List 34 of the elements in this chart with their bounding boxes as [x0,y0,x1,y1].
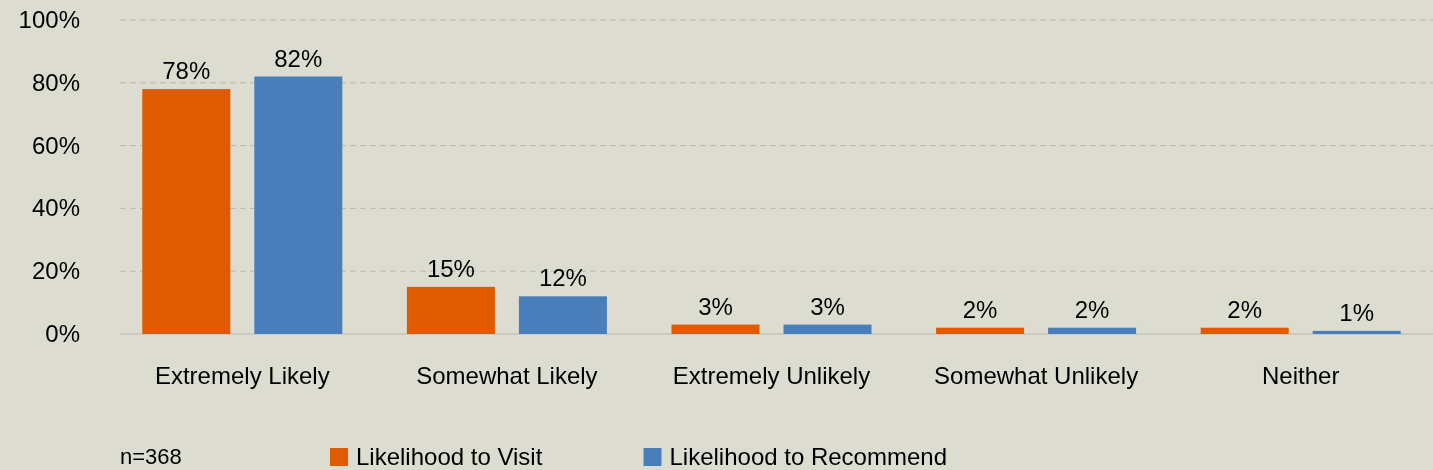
data-label: 3% [810,292,845,320]
bar [936,327,1025,334]
legend-label: Likelihood to Visit [356,443,543,470]
bar [518,296,607,334]
data-label: 82% [274,44,323,72]
bar [406,286,495,334]
data-label: 1% [1339,298,1375,326]
data-label: 2% [962,295,998,323]
bar [1048,327,1137,334]
bar [1200,327,1289,334]
y-tick-label: 0% [45,320,80,347]
x-tick-label: Extremely Likely [154,362,330,389]
data-label: 2% [1227,295,1263,323]
bar [254,76,343,334]
y-tick-label: 60% [31,131,80,159]
data-label: 12% [538,264,587,292]
text: n=368 [120,444,182,469]
data-label: 78% [162,57,211,85]
bar [671,324,760,334]
x-tick-label: Neither [1262,362,1340,389]
bar [1312,330,1401,334]
bar [783,324,872,334]
y-tick-label: 100% [18,6,80,33]
x-tick-label: Somewhat Unlikely [934,362,1139,389]
x-tick-label: Extremely Unlikely [672,362,871,389]
y-tick-label: 20% [31,257,80,285]
data-label: 15% [426,254,475,282]
y-tick-label: 80% [31,68,80,96]
data-label: 2% [1074,295,1110,323]
bar [142,89,231,334]
data-label: 3% [698,292,733,320]
y-tick-label: 40% [31,194,80,222]
legend-label: Likelihood to Recommend [669,443,947,470]
x-tick-label: Somewhat Likely [416,362,598,389]
